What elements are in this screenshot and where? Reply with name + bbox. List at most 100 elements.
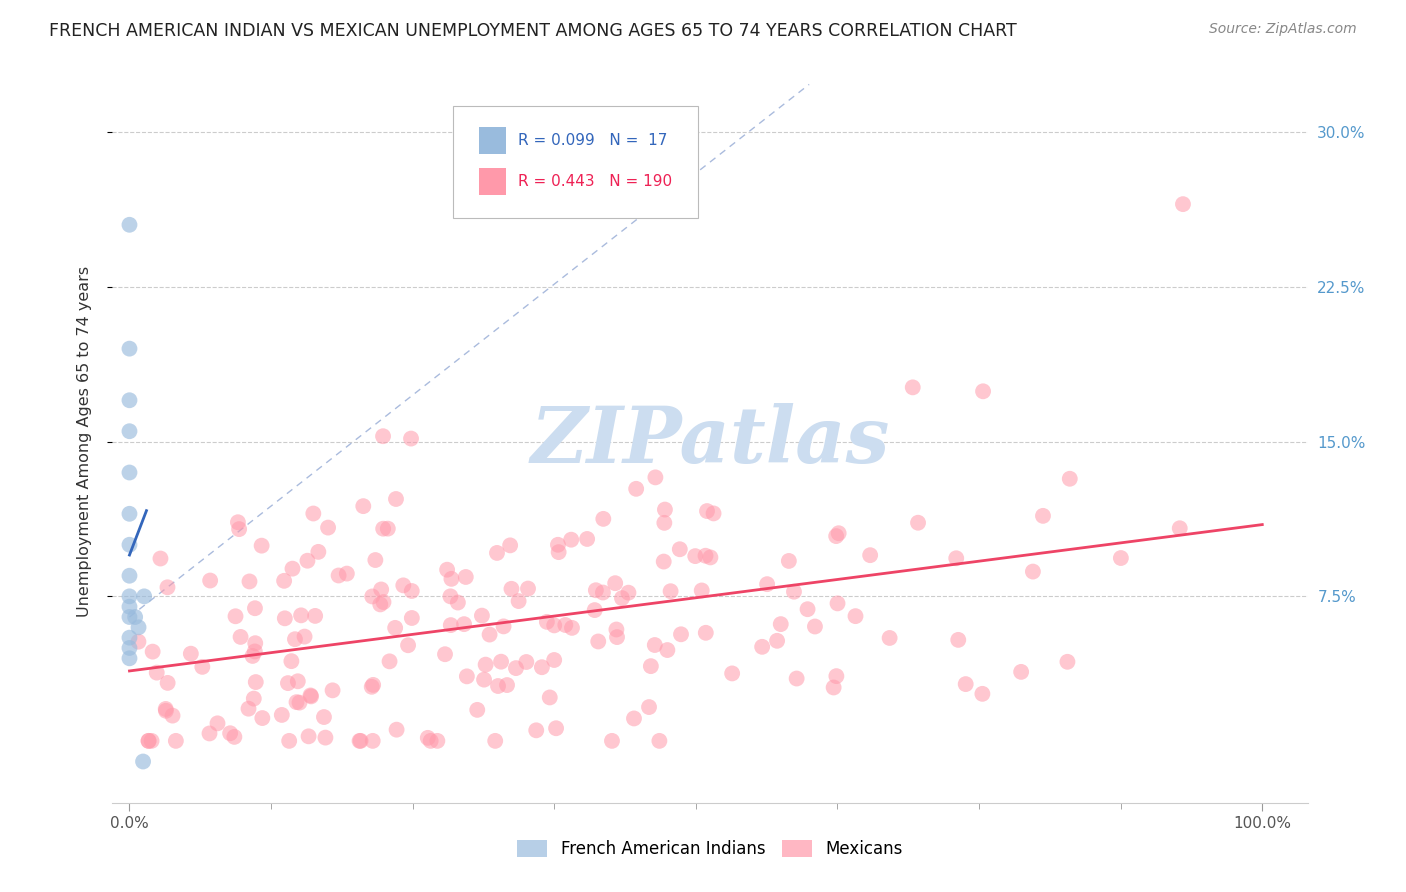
Point	[756, 577, 779, 591]
Point	[370, 582, 392, 597]
Point	[128, 620, 150, 634]
Point	[668, 542, 690, 557]
Point	[439, 590, 461, 604]
Point	[644, 638, 666, 652]
Point	[284, 632, 307, 647]
Point	[290, 608, 312, 623]
Y-axis label: Unemployment Among Ages 65 to 74 years: Unemployment Among Ages 65 to 74 years	[77, 266, 91, 617]
Point	[142, 645, 165, 659]
Point	[547, 545, 569, 559]
Point	[654, 502, 676, 516]
Point	[515, 655, 537, 669]
Point	[316, 520, 339, 534]
Point	[699, 550, 721, 565]
Point	[659, 584, 682, 599]
Point	[592, 512, 614, 526]
Point	[669, 627, 692, 641]
Point	[377, 522, 399, 536]
Point	[478, 627, 501, 641]
Point	[561, 621, 583, 635]
Point	[547, 538, 569, 552]
Point	[149, 551, 172, 566]
Point	[243, 691, 266, 706]
Point	[783, 584, 806, 599]
Point	[281, 562, 304, 576]
Point	[447, 595, 470, 609]
Point	[302, 507, 325, 521]
Point	[859, 548, 882, 562]
Point	[489, 655, 512, 669]
Point	[825, 529, 848, 543]
Point	[118, 631, 141, 645]
Point	[226, 515, 249, 529]
Point	[336, 566, 359, 581]
Point	[696, 504, 718, 518]
Point	[1056, 655, 1078, 669]
Point	[401, 584, 423, 599]
Point	[242, 648, 264, 663]
Point	[592, 585, 614, 599]
Point	[270, 707, 292, 722]
Point	[118, 424, 141, 438]
Point	[118, 599, 141, 614]
Point	[297, 554, 319, 568]
Point	[238, 701, 260, 715]
Text: FRENCH AMERICAN INDIAN VS MEXICAN UNEMPLOYMENT AMONG AGES 65 TO 74 YEARS CORRELA: FRENCH AMERICAN INDIAN VS MEXICAN UNEMPL…	[49, 22, 1017, 40]
Point	[606, 630, 628, 644]
Point	[229, 630, 252, 644]
Point	[538, 690, 561, 705]
Point	[349, 734, 371, 748]
Point	[524, 723, 547, 738]
Point	[416, 731, 439, 745]
Point	[118, 538, 141, 552]
Point	[297, 729, 319, 743]
Point	[118, 218, 141, 232]
Point	[322, 683, 344, 698]
Point	[361, 678, 384, 692]
Point	[219, 726, 242, 740]
Point	[378, 654, 401, 668]
Point	[162, 708, 184, 723]
Point	[1032, 508, 1054, 523]
Point	[361, 590, 384, 604]
Point	[517, 582, 540, 596]
Point	[530, 660, 553, 674]
Point	[623, 711, 645, 725]
Point	[273, 574, 295, 588]
Point	[156, 676, 179, 690]
Point	[304, 608, 326, 623]
Point	[238, 574, 260, 589]
Legend: French American Indians, Mexicans: French American Indians, Mexicans	[509, 832, 911, 867]
Point	[453, 617, 475, 632]
Point	[434, 647, 457, 661]
Point	[907, 516, 929, 530]
Point	[118, 393, 141, 408]
Point	[287, 674, 309, 689]
Point	[288, 696, 311, 710]
Point	[492, 619, 515, 633]
Point	[484, 734, 506, 748]
Point	[585, 583, 607, 598]
Text: ZIPatlas: ZIPatlas	[530, 403, 890, 480]
Point	[508, 594, 530, 608]
Point	[543, 653, 565, 667]
Point	[1022, 565, 1045, 579]
Point	[638, 700, 661, 714]
Point	[683, 549, 706, 563]
Point	[307, 545, 329, 559]
Point	[703, 507, 725, 521]
Point	[1168, 521, 1191, 535]
Point	[118, 568, 141, 582]
Point	[124, 610, 146, 624]
Text: R = 0.443   N = 190: R = 0.443 N = 190	[517, 174, 672, 189]
Point	[118, 507, 141, 521]
Point	[371, 429, 394, 443]
Point	[245, 675, 267, 690]
Point	[396, 638, 419, 652]
Point	[721, 666, 744, 681]
Point	[360, 680, 382, 694]
FancyBboxPatch shape	[479, 168, 506, 195]
Point	[401, 611, 423, 625]
Point	[436, 563, 458, 577]
Point	[426, 734, 449, 748]
